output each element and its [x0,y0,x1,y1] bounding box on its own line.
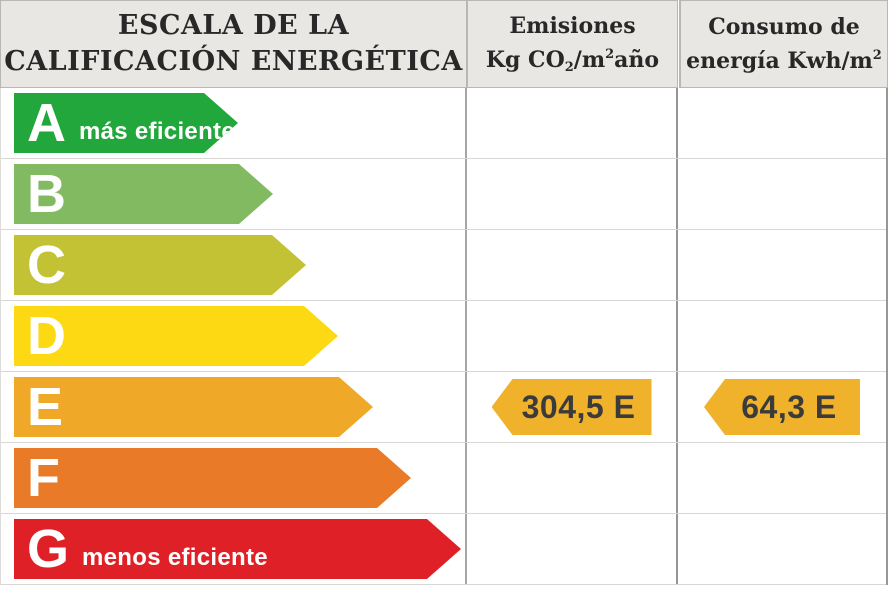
rating-row-b: B [1,159,886,230]
rating-arrow-d: D [14,306,338,366]
scale-title-text: ESCALA DE LA CALIFICACIÓN ENERGÉTICA [4,10,463,77]
emissions-header-line1: Emisiones [509,13,636,40]
rating-letter-g: G [27,519,70,579]
rating-arrow-c: C [14,235,306,295]
rating-letter-d: D [27,306,66,366]
rating-row-a: A más eficiente [1,88,886,159]
consumption-header-line2: energía Kwh/m2 [686,48,882,74]
least-efficient-label: menos eficiente [82,544,268,571]
rating-row-d: D [1,301,886,372]
emissions-header-line2: Kg CO2/m2año [485,47,660,76]
rating-letter-b: B [27,164,66,224]
bottom-margin [0,585,888,592]
rating-letter-a: A [27,93,66,153]
rating-row-e: E 304,5 E 64,3 E [1,372,886,443]
co2-subscript: 2 [564,60,574,76]
rating-arrow-f: F [14,448,411,508]
consumption-value-arrow: 64,3 E [704,379,860,435]
rating-row-f: F [1,443,886,514]
m2-superscript: 2 [872,48,882,63]
table-header: ESCALA DE LA CALIFICACIÓN ENERGÉTICA Emi… [0,0,888,88]
rating-letter-c: C [27,235,66,295]
rating-table-body: A más eficiente B C [0,88,888,585]
consumption-value: 64,3 E [741,388,837,425]
scale-title: ESCALA DE LA CALIFICACIÓN ENERGÉTICA [0,0,467,88]
m2-superscript: 2 [605,47,615,63]
rating-row-g: G menos eficiente [1,514,886,585]
rating-letter-f: F [27,448,60,508]
rating-letter-e: E [27,377,64,437]
rating-arrow-b: B [14,164,273,224]
consumption-column-header: Consumo de energía Kwh/m2 [679,0,888,88]
rating-arrow-e: E [14,377,373,437]
emissions-value: 304,5 E [521,388,636,425]
rating-row-c: C [1,230,886,301]
rating-arrow-g: G menos eficiente [14,519,461,579]
most-efficient-label: más eficiente [79,118,235,145]
rating-arrow-a: A más eficiente [14,93,238,153]
emissions-column-header: Emisiones Kg CO2/m2año [467,0,678,88]
emissions-value-arrow: 304,5 E [491,379,652,435]
consumption-header-line1: Consumo de [708,13,860,40]
